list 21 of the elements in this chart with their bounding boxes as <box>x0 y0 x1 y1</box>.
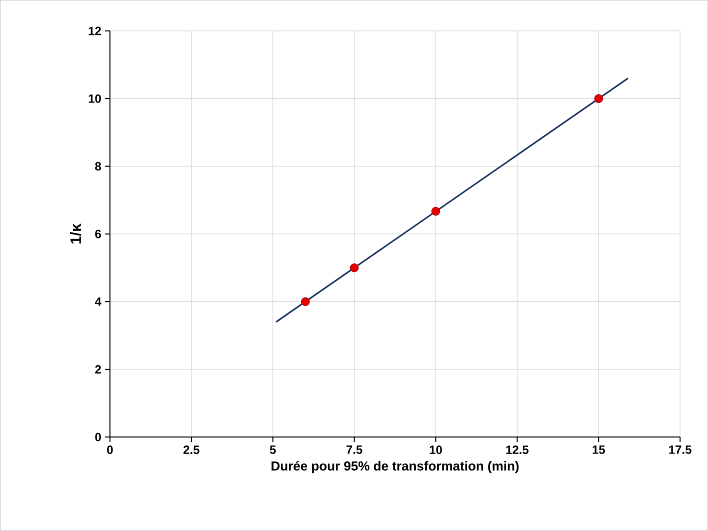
y-tick-label: 6 <box>95 230 101 238</box>
y-tick-label: 0 <box>95 432 101 442</box>
point <box>594 94 604 104</box>
y-tick-label: 10 <box>88 94 101 103</box>
x-axis-title: Durée pour 95% de transformation (min) <box>272 460 519 474</box>
point <box>431 206 440 216</box>
x-tick-label: 17.5 <box>669 446 692 454</box>
y-tick-label: 2 <box>95 365 101 374</box>
x-tick-label: 2.5 <box>183 446 200 454</box>
point <box>301 297 310 306</box>
x-tick-label: 10 <box>430 446 442 454</box>
point <box>350 263 359 272</box>
y-tick-label: 4 <box>94 298 102 306</box>
x-tick-label: 7.5 <box>346 446 362 454</box>
x-tick-label: 15 <box>592 446 605 454</box>
x-tick-label: 12.5 <box>506 446 529 454</box>
y-axis-title: 1/κ <box>70 224 82 244</box>
y-tick-label: 8 <box>95 162 102 171</box>
x-tick-label: 0 <box>107 446 113 454</box>
y-tick-label: 12 <box>88 26 101 36</box>
x-tick-label: 5 <box>270 446 276 454</box>
